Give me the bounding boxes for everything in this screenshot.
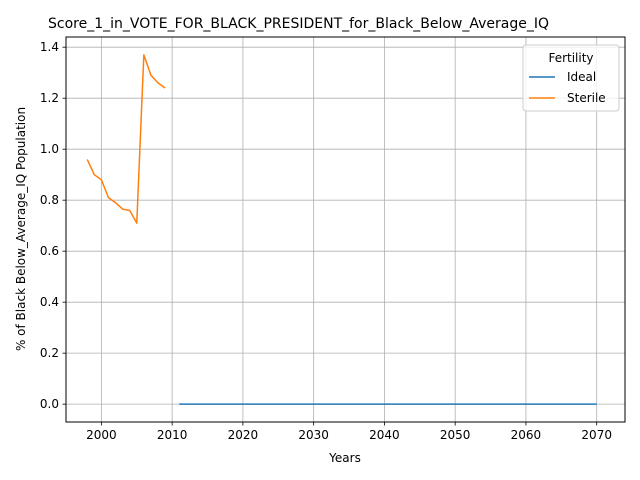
legend-label-sterile: Sterile [567, 91, 606, 105]
x-tick-label: 2060 [511, 428, 542, 442]
x-tick-label: 2030 [298, 428, 329, 442]
x-tick-label: 2070 [581, 428, 612, 442]
legend-title: Fertility [548, 51, 593, 65]
y-tick-label: 1.0 [40, 142, 59, 156]
y-tick-label: 0.6 [40, 244, 59, 258]
y-tick-label: 1.2 [40, 91, 59, 105]
y-tick-label: 0.2 [40, 346, 59, 360]
plot-frame [65, 36, 626, 423]
y-tick-label: 0.0 [40, 397, 59, 411]
legend-box [522, 44, 620, 112]
chart-title: Score_1_in_VOTE_FOR_BLACK_PRESIDENT_for_… [48, 16, 549, 32]
y-tick-label: 0.8 [40, 193, 59, 207]
x-tick-label: 2020 [228, 428, 259, 442]
legend: Fertility Ideal Sterile [522, 44, 620, 112]
x-tick-label: 2040 [369, 428, 400, 442]
x-tick-label: 2000 [86, 428, 117, 442]
series-lines [86, 54, 597, 405]
y-axis: 0.0 0.2 0.4 0.6 0.8 1.0 1.2 1.4 [40, 40, 66, 411]
y-axis-label: % of Black Below_Average_IQ Population [14, 107, 28, 351]
series-line-sterile [86, 54, 166, 224]
x-tick-label: 2010 [157, 428, 188, 442]
y-tick-label: 1.4 [40, 40, 59, 54]
x-tick-label: 2050 [440, 428, 471, 442]
y-tick-label: 0.4 [40, 295, 59, 309]
x-axis: 2000 2010 2020 2030 2040 2050 2060 2070 [86, 422, 612, 442]
legend-label-ideal: Ideal [567, 70, 596, 84]
x-axis-label: Years [328, 451, 361, 465]
